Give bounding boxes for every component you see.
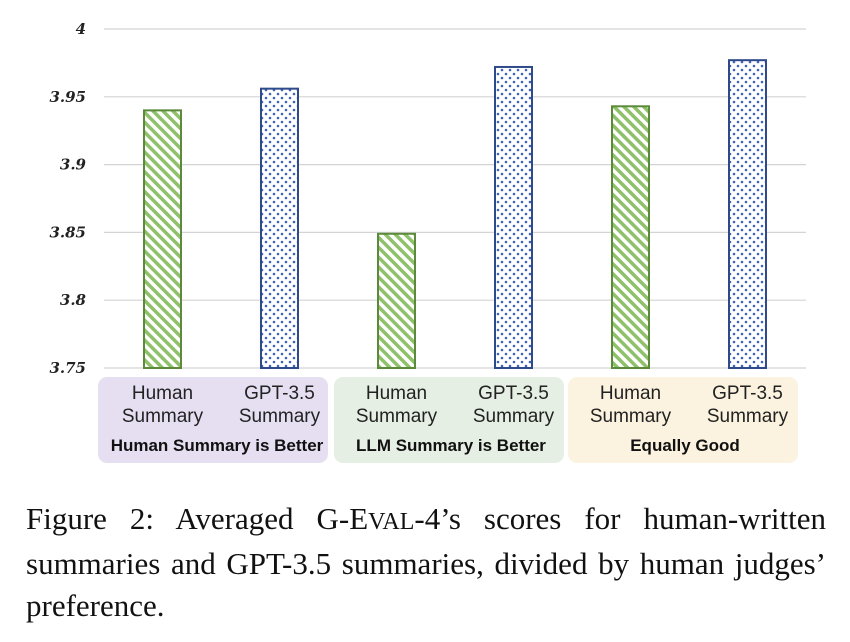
category-labels: Human Summary is BetterHumanSummaryGPT-3… [111, 383, 789, 455]
category-label-line1: Human [600, 383, 661, 404]
caption-suffix: -4’s scores for human-written summaries … [26, 501, 826, 623]
category-label-line2: Summary [473, 406, 555, 427]
group-background [568, 377, 798, 463]
category-label-line1: GPT-3.5 [244, 383, 315, 404]
bars [143, 59, 767, 370]
category-label-line1: GPT-3.5 [478, 383, 549, 404]
gridlines [104, 28, 806, 369]
group-label: Human Summary is Better [111, 436, 324, 455]
group-label: LLM Summary is Better [356, 436, 546, 455]
caption-prefix: Figure 2: Averaged G-E [26, 501, 369, 536]
bar [728, 59, 767, 370]
category-label-line2: Summary [122, 406, 204, 427]
y-tick-label: 3.85 [49, 223, 86, 241]
y-axis-ticks: 3.75 3.8 3.85 3.9 3.95 4 [49, 20, 86, 377]
category-label-line2: Summary [239, 406, 321, 427]
category-label-line1: GPT-3.5 [712, 383, 783, 404]
bar-chart: 3.75 3.8 3.85 3.9 3.95 4 Human Summary is Bet… [49, 20, 806, 463]
bar [260, 87, 299, 369]
y-tick-label: 3.75 [49, 359, 86, 377]
y-tick-label: 4 [76, 20, 86, 38]
y-tick-label: 3.95 [49, 88, 86, 106]
group-background [334, 377, 564, 463]
category-label-line2: Summary [707, 406, 789, 427]
group-label: Equally Good [630, 436, 740, 455]
y-tick-label: 3.8 [60, 291, 87, 309]
bar [377, 232, 416, 369]
category-label-line1: Human [132, 383, 193, 404]
y-tick-label: 3.9 [60, 156, 87, 174]
figure-caption: Figure 2: Averaged G-EVAL-4’s scores for… [26, 498, 826, 627]
category-label-line2: Summary [356, 406, 438, 427]
group-backgrounds [98, 377, 798, 463]
group-background [98, 377, 328, 463]
category-label-line1: Human [366, 383, 427, 404]
bar [611, 105, 650, 370]
bar [143, 109, 182, 370]
category-label-line2: Summary [590, 406, 672, 427]
caption-smallcaps: VAL [368, 509, 415, 535]
bar [494, 65, 533, 370]
